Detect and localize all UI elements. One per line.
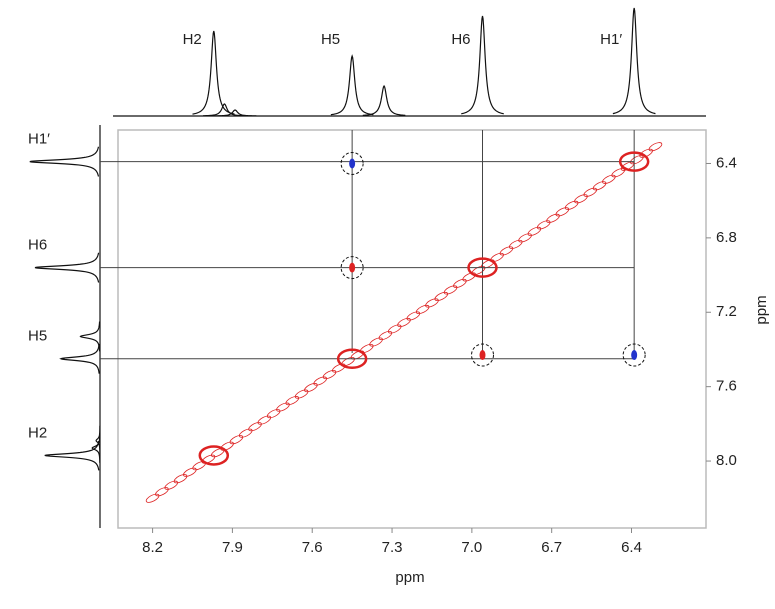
diagonal-peak: [467, 257, 498, 278]
cross-peak-circle: [622, 343, 646, 367]
diagonal-contour: [648, 142, 663, 152]
y-axis-label: ppm: [753, 295, 770, 324]
y-tick-label: 7.2: [716, 303, 737, 320]
diagonal-contour: [155, 487, 169, 497]
left-trace-peak: [29, 146, 100, 177]
diagonal-contour: [462, 272, 476, 282]
y-tick-label: 6.8: [716, 229, 737, 246]
diagonal-contour: [555, 207, 570, 217]
top-trace-peak: [203, 103, 246, 117]
diagonal-contour: [425, 298, 439, 308]
diagonal-contour: [630, 155, 644, 165]
diagonal-contour: [536, 220, 551, 230]
top-trace-peak: [612, 7, 656, 115]
y-tick-label: 7.6: [716, 378, 737, 395]
diagonal-contour: [229, 435, 244, 445]
x-tick-label: 6.4: [621, 539, 642, 556]
diagonal-contour: [583, 187, 598, 197]
left-signal-label: H2: [28, 424, 47, 441]
diagonal-contour: [574, 194, 588, 204]
y-tick-label: 8.0: [716, 452, 737, 469]
top-signal-label: H1′: [600, 31, 622, 48]
left-trace-peak: [79, 321, 101, 352]
diagonal-contour: [350, 350, 365, 360]
cross-peak: [349, 158, 356, 169]
left-signal-label: H5: [28, 328, 47, 345]
diagonal-contour: [145, 493, 160, 503]
top-trace-peak: [461, 15, 504, 115]
x-tick-label: 7.9: [222, 539, 243, 556]
diagonal-contour: [378, 330, 393, 341]
diagonal-contour: [481, 259, 495, 269]
diagonal-contour: [164, 480, 178, 490]
y-tick-label: 6.4: [716, 154, 737, 171]
diagonal-contour: [183, 467, 197, 477]
top-trace-peak: [362, 84, 406, 116]
x-axis-label: ppm: [395, 569, 424, 586]
diagonal-contour: [322, 370, 337, 380]
diagonal-contour: [443, 285, 458, 295]
left-signal-label: H6: [28, 237, 47, 254]
diagonal-contour: [238, 428, 253, 438]
diagonal-contour: [527, 226, 542, 236]
diagonal-contour: [257, 415, 272, 425]
diagonal-contour: [173, 474, 188, 484]
diagonal-contour: [499, 246, 514, 256]
diagonal-contour: [387, 324, 402, 334]
diagonal-contour: [285, 396, 300, 406]
diagonal-peak: [336, 348, 368, 370]
top-signal-label: H2: [183, 31, 202, 48]
top-trace-peak: [213, 109, 257, 117]
left-signal-label: H1′: [28, 131, 50, 148]
diagonal-contours: [145, 142, 663, 503]
cross-peak: [631, 350, 638, 361]
cross-peak-circle: [340, 256, 364, 280]
diagonal-contour: [266, 409, 281, 419]
diagonal-contour: [508, 239, 523, 249]
diagonal-contour: [564, 200, 579, 210]
diagonal-contour: [313, 376, 327, 386]
diagonal-contour: [602, 174, 616, 184]
diagonal-contour: [369, 337, 383, 347]
top-trace-peak: [192, 30, 235, 115]
diagonal-contour: [276, 402, 290, 412]
plot-frame: [117, 129, 707, 529]
top-signal-label: H5: [321, 31, 340, 48]
diagonal-contour: [592, 181, 607, 191]
diagonal-contour: [518, 233, 532, 243]
diagonal-peak: [618, 151, 650, 172]
cross-peak-circle: [340, 151, 364, 175]
diagonal-contour: [220, 441, 234, 451]
top-signal-label: H6: [451, 31, 470, 48]
top-trace-peak: [330, 54, 374, 116]
diagonal-contour: [397, 317, 411, 328]
diagonal-contour: [639, 148, 653, 158]
diagonal-contour: [611, 168, 625, 178]
left-trace-peak: [44, 440, 100, 471]
cross-peak: [479, 350, 486, 361]
x-tick-label: 6.7: [541, 539, 562, 556]
x-tick-label: 8.2: [142, 539, 163, 556]
left-trace-peak: [34, 252, 100, 283]
diagonal-contour: [294, 389, 309, 399]
left-trace-peak: [95, 425, 101, 456]
diagonal-contour: [434, 291, 449, 302]
diagonal-contour: [415, 304, 430, 315]
diagonal-contour: [546, 213, 560, 223]
x-tick-label: 7.6: [302, 539, 323, 556]
x-tick-label: 7.3: [382, 539, 403, 556]
diagonal-contour: [201, 454, 216, 464]
diagonal-contour: [248, 422, 262, 432]
diagonal-contour: [406, 311, 421, 321]
left-trace-peak: [91, 433, 101, 463]
diagonal-contour: [453, 278, 467, 288]
x-tick-label: 7.0: [461, 539, 482, 556]
cross-peak: [349, 262, 356, 273]
diagonal-contour: [332, 363, 346, 373]
diagonal-contour: [304, 383, 318, 393]
diagonal-peak: [198, 445, 230, 466]
cross-peak-circle: [471, 343, 495, 367]
left-trace-peak: [59, 343, 100, 374]
